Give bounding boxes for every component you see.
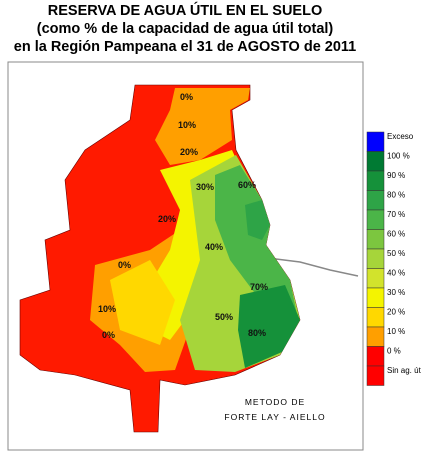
map-frame [7, 61, 364, 451]
legend-label: 70 % [387, 210, 405, 219]
method-text: METODO DE [245, 397, 305, 407]
contour-label: 20% [158, 214, 176, 224]
contour-label: 10% [98, 304, 116, 314]
legend-swatch [366, 307, 385, 328]
contour-label: 60% [238, 180, 256, 190]
region-green [215, 165, 298, 320]
contour-label: 0% [180, 92, 193, 102]
legend-swatch [366, 346, 385, 367]
contour-label: 70% [250, 282, 268, 292]
legend-swatch [366, 209, 385, 230]
legend-swatch [366, 365, 385, 386]
region-orange [155, 88, 250, 165]
legend-swatch [366, 131, 385, 152]
legend-label: Sin ag. útil [387, 366, 421, 375]
legend-label: 40 % [387, 269, 405, 278]
legend-label: 80 % [387, 191, 405, 200]
title-line: en la Región Pampeana el 31 de AGOSTO de… [14, 39, 357, 55]
contour-label: 0% [118, 260, 131, 270]
legend-label: 20 % [387, 308, 405, 317]
legend-label: 60 % [387, 230, 405, 239]
legend-swatch [366, 287, 385, 308]
contour-label: 80% [248, 328, 266, 338]
river [267, 257, 359, 277]
contour-label: 0% [102, 330, 115, 340]
title-line: RESERVA DE AGUA ÚTIL EN EL SUELO [48, 1, 322, 19]
contour-label: 30% [196, 182, 214, 192]
legend-swatch [366, 229, 385, 250]
legend-swatch [366, 190, 385, 211]
region-yellow [110, 260, 175, 345]
title-line: (como % de la capacidad de agua útil tot… [37, 21, 334, 37]
contour-label: 10% [178, 120, 196, 130]
legend-swatch [366, 248, 385, 269]
legend-label: Exceso [387, 132, 414, 141]
legend-swatch [366, 151, 385, 172]
region-darkgreen [238, 285, 300, 368]
legend-label: 50 % [387, 249, 405, 258]
legend-swatch [366, 326, 385, 347]
legend-swatch [366, 170, 385, 191]
legend-label: 100 % [387, 152, 410, 161]
legend-label: 10 % [387, 327, 405, 336]
legend-label: 0 % [387, 347, 401, 356]
legend-swatch [366, 268, 385, 289]
contour-label: 50% [215, 312, 233, 322]
legend: Exceso 100 % 90 % 80 % 70 % 60 % 50 % 40 % 30 % 2… [366, 131, 421, 386]
contour-label: 40% [205, 242, 223, 252]
method-text: FORTE LAY - AIELLO [224, 412, 325, 422]
legend-label: 30 % [387, 288, 405, 297]
legend-label: 90 % [387, 171, 405, 180]
region-darkgreen [245, 200, 270, 240]
contour-label: 20% [180, 147, 198, 157]
